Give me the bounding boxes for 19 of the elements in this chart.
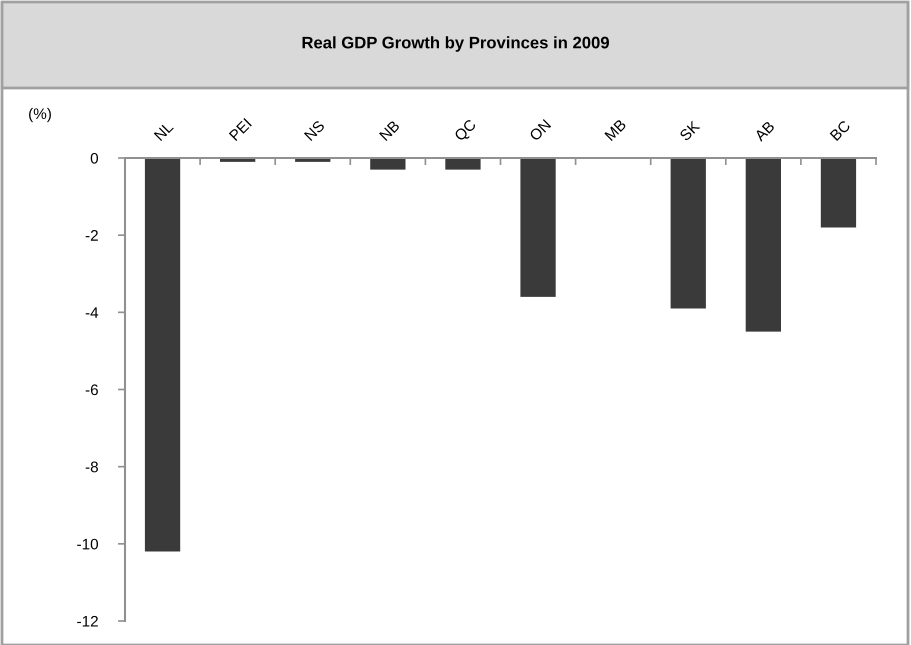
x-tick-label: NS xyxy=(304,120,326,142)
x-tick-label: BC xyxy=(830,120,851,142)
x-tick-label: ON xyxy=(528,119,552,142)
x-tick-label: SK xyxy=(678,120,700,142)
y-tick-label: 0 xyxy=(90,152,98,164)
x-tick-label: NB xyxy=(379,120,400,141)
x-tick-label: AB xyxy=(754,120,775,142)
y-axis-title: (%) xyxy=(29,108,51,122)
y-tick-label: -12 xyxy=(77,616,98,627)
x-tick-label: QC xyxy=(454,118,479,144)
chart-title: Real GDP Growth by Provinces in 2009 xyxy=(302,36,609,52)
y-tick-label: -4 xyxy=(86,307,98,318)
x-tick-label: PEI xyxy=(228,118,252,141)
x-tick-label: NL xyxy=(154,120,174,141)
y-tick-label: -2 xyxy=(86,230,98,241)
y-tick-label: -10 xyxy=(77,538,98,550)
y-tick-label: -6 xyxy=(86,384,98,396)
x-tick-label: MB xyxy=(604,118,627,141)
y-tick-label: -8 xyxy=(86,462,98,472)
